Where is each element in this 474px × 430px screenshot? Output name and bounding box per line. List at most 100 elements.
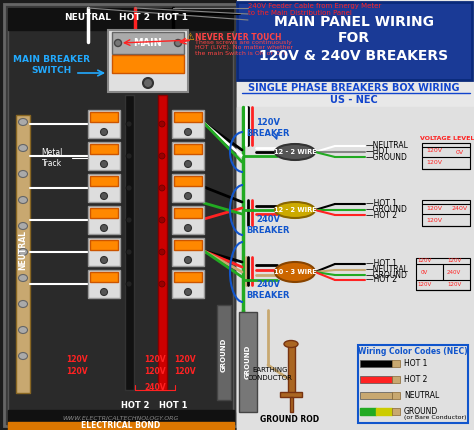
- Text: NEUTRAL: NEUTRAL: [404, 390, 439, 399]
- Ellipse shape: [126, 185, 132, 191]
- Bar: [174, 144, 202, 154]
- Bar: [88, 174, 120, 202]
- Ellipse shape: [126, 217, 132, 223]
- Ellipse shape: [100, 129, 108, 135]
- Bar: [376, 408, 392, 415]
- Bar: [360, 392, 392, 399]
- Text: —GROUND: —GROUND: [366, 206, 408, 215]
- Text: HOT 1: HOT 1: [157, 13, 189, 22]
- Text: SINGLE PHASE BREAKERS BOX WIRING: SINGLE PHASE BREAKERS BOX WIRING: [248, 83, 460, 93]
- Ellipse shape: [184, 129, 191, 135]
- Bar: [90, 272, 118, 282]
- Bar: [174, 176, 202, 186]
- Text: Metal
Track: Metal Track: [41, 148, 63, 168]
- Bar: [88, 110, 120, 138]
- Text: Wiring Color Codes (NEC): Wiring Color Codes (NEC): [358, 347, 468, 356]
- Text: —NEUTRAL: —NEUTRAL: [366, 141, 409, 150]
- Bar: [360, 376, 392, 383]
- Text: VOLTAGE LEVELS: VOLTAGE LEVELS: [420, 136, 474, 141]
- Ellipse shape: [159, 249, 165, 255]
- Bar: [237, 107, 474, 412]
- Bar: [360, 408, 392, 415]
- Bar: [174, 240, 202, 250]
- Bar: [239, 312, 257, 412]
- Bar: [290, 397, 293, 412]
- Text: HOT 2: HOT 2: [121, 400, 149, 409]
- Text: —NEUTRAL: —NEUTRAL: [366, 265, 409, 274]
- Bar: [360, 360, 392, 367]
- Bar: [172, 142, 204, 170]
- Text: 120V: 120V: [426, 206, 442, 211]
- Text: 240V
BREAKER: 240V BREAKER: [246, 215, 290, 235]
- Text: HOT 2: HOT 2: [119, 13, 151, 22]
- Ellipse shape: [159, 121, 165, 127]
- Text: 12 - 2 WIRE: 12 - 2 WIRE: [273, 207, 316, 213]
- Bar: [174, 112, 202, 122]
- Bar: [172, 270, 204, 298]
- Ellipse shape: [184, 160, 191, 168]
- Bar: [358, 345, 468, 423]
- Ellipse shape: [184, 193, 191, 200]
- Text: HOT 2: HOT 2: [404, 375, 428, 384]
- Text: 120V: 120V: [174, 356, 196, 365]
- Text: EARTHING
CONDUCTOR: EARTHING CONDUCTOR: [247, 368, 292, 381]
- Text: 240V: 240V: [144, 384, 166, 393]
- Text: NEVER EVER TOUCH: NEVER EVER TOUCH: [195, 34, 282, 43]
- Text: FOR: FOR: [338, 31, 370, 45]
- Bar: [217, 305, 231, 400]
- Bar: [422, 200, 470, 226]
- Text: 240V
BREAKER: 240V BREAKER: [246, 280, 290, 300]
- Ellipse shape: [18, 326, 27, 334]
- Bar: [90, 176, 118, 186]
- Text: 120V: 120V: [174, 368, 196, 377]
- Text: 120V: 120V: [144, 356, 166, 365]
- Bar: [125, 95, 134, 390]
- Ellipse shape: [159, 185, 165, 191]
- Ellipse shape: [100, 289, 108, 295]
- Ellipse shape: [159, 153, 165, 159]
- Text: 120V: 120V: [426, 160, 442, 166]
- Text: 120V: 120V: [66, 368, 88, 377]
- Bar: [392, 408, 400, 415]
- Text: 120V: 120V: [426, 148, 442, 154]
- Ellipse shape: [18, 119, 27, 126]
- Text: 240V: 240V: [447, 270, 461, 274]
- Bar: [88, 206, 120, 234]
- Text: 120V: 120V: [447, 258, 461, 264]
- Bar: [112, 32, 184, 54]
- Ellipse shape: [126, 249, 132, 255]
- Ellipse shape: [184, 224, 191, 231]
- Bar: [416, 258, 470, 290]
- Text: 12 - 2 WIRE: 12 - 2 WIRE: [273, 149, 316, 155]
- Bar: [174, 272, 202, 282]
- Bar: [392, 376, 400, 383]
- Bar: [174, 208, 202, 218]
- Text: ⚠: ⚠: [186, 32, 194, 42]
- Text: GROUND: GROUND: [221, 338, 227, 372]
- Text: 120V: 120V: [447, 283, 461, 288]
- Text: 0V: 0V: [456, 150, 464, 154]
- Ellipse shape: [100, 193, 108, 200]
- Ellipse shape: [159, 281, 165, 287]
- Bar: [90, 208, 118, 218]
- Bar: [172, 174, 204, 202]
- Text: (or Bare Conductor): (or Bare Conductor): [404, 415, 466, 421]
- Bar: [288, 345, 295, 395]
- Text: WWW.ELECTRICALTECHNOLOGY.ORG: WWW.ELECTRICALTECHNOLOGY.ORG: [63, 415, 179, 421]
- Text: HOT 1: HOT 1: [159, 400, 187, 409]
- Text: NEUTRAL: NEUTRAL: [64, 13, 111, 22]
- Bar: [360, 408, 376, 415]
- Text: 120V: 120V: [66, 356, 88, 365]
- Bar: [88, 238, 120, 266]
- Bar: [237, 310, 474, 430]
- Text: —HOT 2: —HOT 2: [366, 211, 397, 219]
- Ellipse shape: [126, 153, 132, 159]
- Ellipse shape: [126, 281, 132, 287]
- Ellipse shape: [126, 121, 132, 127]
- Ellipse shape: [100, 224, 108, 231]
- Text: GROUND: GROUND: [245, 345, 251, 379]
- Bar: [158, 95, 167, 390]
- Text: These screws are continuously
HOT (LIVE). No matter whether
the main Switch is O: These screws are continuously HOT (LIVE)…: [195, 40, 293, 56]
- Text: HOT 1: HOT 1: [404, 359, 428, 368]
- Bar: [90, 240, 118, 250]
